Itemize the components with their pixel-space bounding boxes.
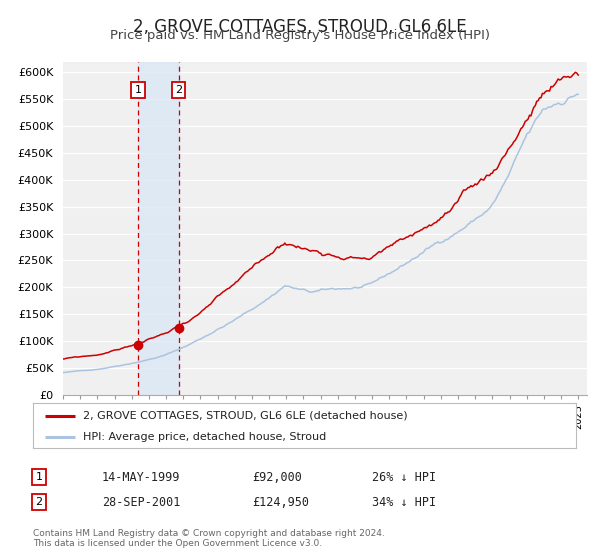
Text: 2: 2 — [35, 497, 43, 507]
Text: 2, GROVE COTTAGES, STROUD, GL6 6LE: 2, GROVE COTTAGES, STROUD, GL6 6LE — [133, 18, 467, 36]
Text: Contains HM Land Registry data © Crown copyright and database right 2024.: Contains HM Land Registry data © Crown c… — [33, 529, 385, 538]
Text: £124,950: £124,950 — [252, 496, 309, 509]
Text: 1: 1 — [35, 472, 43, 482]
Text: 34% ↓ HPI: 34% ↓ HPI — [372, 496, 436, 509]
Text: Price paid vs. HM Land Registry's House Price Index (HPI): Price paid vs. HM Land Registry's House … — [110, 29, 490, 42]
Text: 14-MAY-1999: 14-MAY-1999 — [102, 470, 181, 484]
Bar — [138, 62, 179, 395]
Text: HPI: Average price, detached house, Stroud: HPI: Average price, detached house, Stro… — [83, 432, 326, 442]
Text: 26% ↓ HPI: 26% ↓ HPI — [372, 470, 436, 484]
Text: This data is licensed under the Open Government Licence v3.0.: This data is licensed under the Open Gov… — [33, 539, 322, 548]
Text: 28-SEP-2001: 28-SEP-2001 — [102, 496, 181, 509]
Text: 2, GROVE COTTAGES, STROUD, GL6 6LE (detached house): 2, GROVE COTTAGES, STROUD, GL6 6LE (deta… — [83, 410, 407, 421]
Text: £92,000: £92,000 — [252, 470, 302, 484]
Text: 1: 1 — [134, 85, 142, 95]
Text: 2: 2 — [175, 85, 182, 95]
